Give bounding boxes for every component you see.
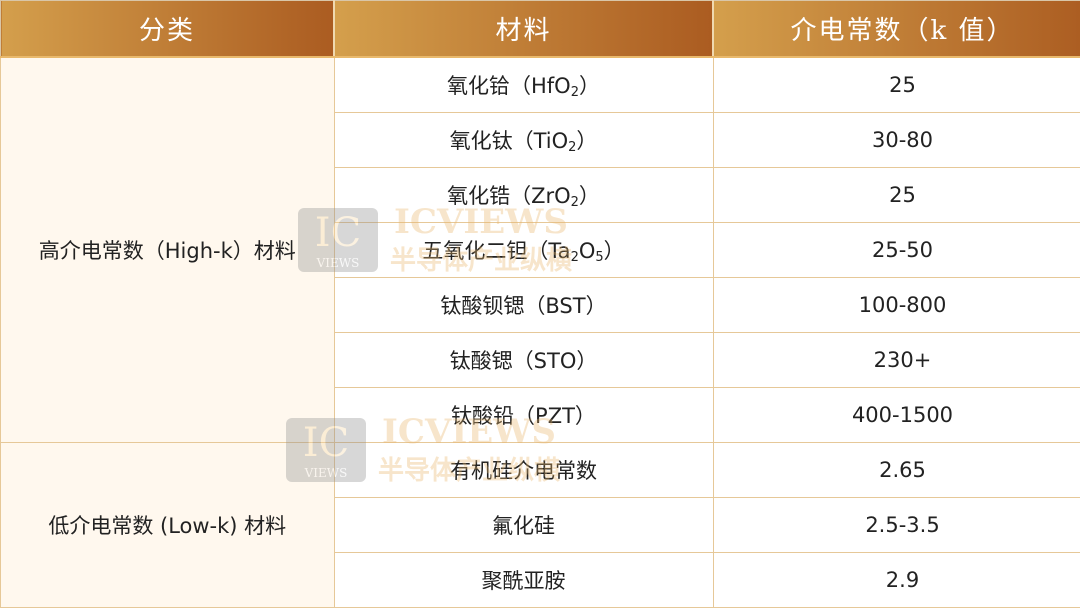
material-cell: 钛酸锶（STO） — [334, 333, 713, 388]
k-value-cell: 25 — [713, 168, 1080, 223]
material-cell: 氧化铪（HfO2） — [334, 57, 713, 113]
category-cell: 低介电常数 (Low-k) 材料 — [1, 443, 335, 608]
k-value-cell: 100-800 — [713, 278, 1080, 333]
k-value-cell: 2.5-3.5 — [713, 498, 1080, 553]
k-value-cell: 25-50 — [713, 223, 1080, 278]
table-row: 高介电常数（High-k）材料氧化铪（HfO2）25 — [1, 57, 1080, 113]
material-cell: 钛酸钡锶（BST） — [334, 278, 713, 333]
material-cell: 五氧化二钽（Ta2O5） — [334, 223, 713, 278]
k-value-cell: 30-80 — [713, 113, 1080, 168]
header-row: 分类材料介电常数（k 值） — [1, 1, 1080, 58]
column-header: 材料 — [334, 1, 713, 58]
k-value-cell: 25 — [713, 57, 1080, 113]
material-cell: 钛酸铅（PZT） — [334, 388, 713, 443]
material-cell: 聚酰亚胺 — [334, 553, 713, 608]
k-value-cell: 2.9 — [713, 553, 1080, 608]
material-cell: 氧化锆（ZrO2） — [334, 168, 713, 223]
column-header: 介电常数（k 值） — [713, 1, 1080, 58]
k-value-cell: 230+ — [713, 333, 1080, 388]
material-cell: 氟化硅 — [334, 498, 713, 553]
k-value-cell: 400-1500 — [713, 388, 1080, 443]
column-header: 分类 — [1, 1, 335, 58]
k-value-cell: 2.65 — [713, 443, 1080, 498]
material-cell: 有机硅介电常数 — [334, 443, 713, 498]
category-cell: 高介电常数（High-k）材料 — [1, 57, 335, 443]
material-cell: 氧化钛（TiO2） — [334, 113, 713, 168]
